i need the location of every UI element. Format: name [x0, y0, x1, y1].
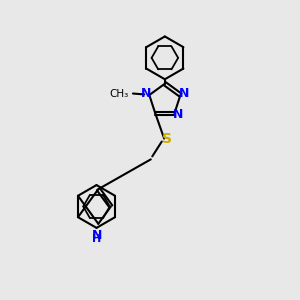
Text: N: N [173, 108, 183, 121]
Text: N: N [92, 229, 102, 242]
Text: S: S [161, 132, 172, 145]
Text: CH₃: CH₃ [110, 88, 129, 98]
Text: N: N [141, 87, 151, 100]
Text: H: H [92, 234, 101, 244]
Text: N: N [179, 87, 189, 100]
